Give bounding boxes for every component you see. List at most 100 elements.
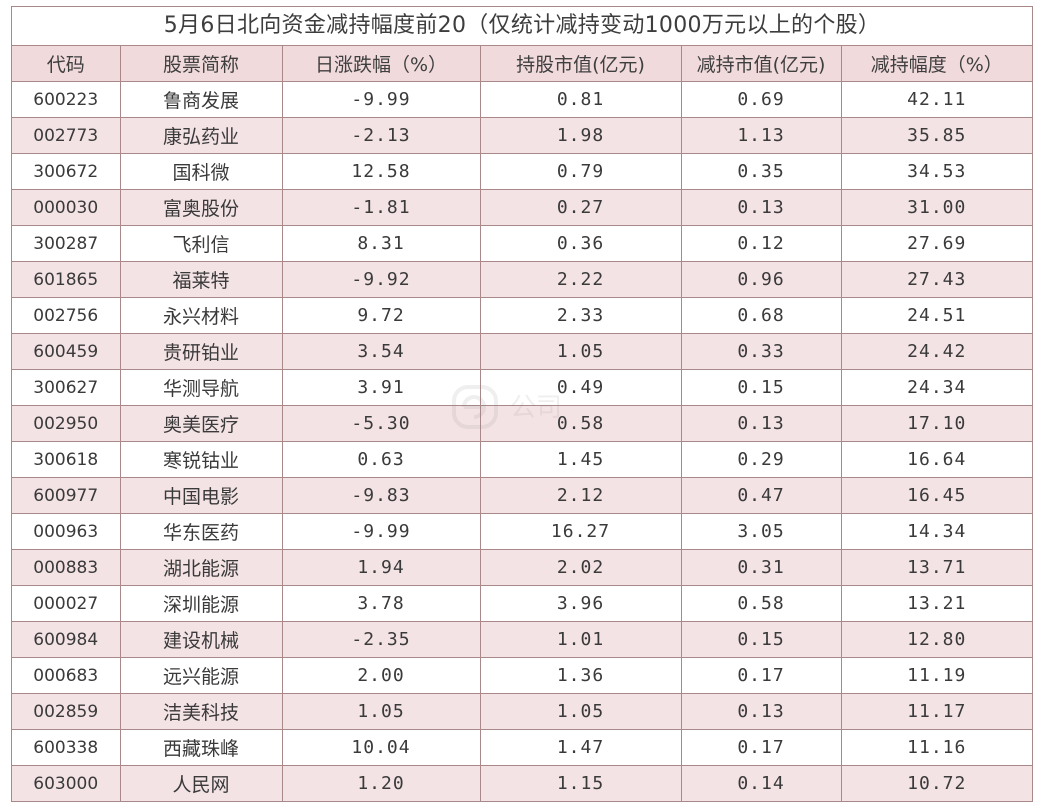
cell-ratio: 11.16 — [841, 729, 1032, 766]
cell-change: 12.58 — [282, 153, 481, 190]
cell-reduced: 0.13 — [681, 189, 842, 226]
cell-holding: 1.36 — [480, 657, 682, 694]
cell-name: 西藏珠峰 — [120, 729, 283, 766]
table-row: 300627 华测导航 3.91 0.49 0.15 24.34 — [12, 369, 1032, 406]
cell-ratio: 11.19 — [841, 657, 1032, 694]
cell-change: -9.83 — [282, 477, 481, 514]
cell-ratio: 14.34 — [841, 513, 1032, 550]
table-row: 000027 深圳能源 3.78 3.96 0.58 13.21 — [12, 585, 1032, 622]
cell-code: 000683 — [12, 657, 121, 694]
cell-change: -9.92 — [282, 261, 481, 298]
cell-code: 000030 — [12, 189, 121, 226]
cell-ratio: 13.21 — [841, 585, 1032, 622]
cell-reduced: 0.58 — [681, 585, 842, 622]
cell-holding: 0.81 — [480, 81, 682, 118]
table-row: 000883 湖北能源 1.94 2.02 0.31 13.71 — [12, 549, 1032, 586]
cell-ratio: 27.43 — [841, 261, 1032, 298]
cell-reduced: 0.13 — [681, 405, 842, 442]
table-row: 000683 远兴能源 2.00 1.36 0.17 11.19 — [12, 657, 1032, 694]
cell-code: 600223 — [12, 81, 121, 118]
cell-reduced: 0.15 — [681, 369, 842, 406]
cell-holding: 2.33 — [480, 297, 682, 334]
col-header-holding: 持股市值(亿元) — [480, 46, 682, 82]
cell-code: 000883 — [12, 549, 121, 586]
cell-change: 3.78 — [282, 585, 481, 622]
cell-code: 300672 — [12, 153, 121, 190]
cell-reduced: 0.29 — [681, 441, 842, 478]
cell-change: -5.30 — [282, 405, 481, 442]
cell-code: 600459 — [12, 333, 121, 370]
cell-holding: 0.58 — [480, 405, 682, 442]
cell-reduced: 0.13 — [681, 693, 842, 730]
table-header-row: 代码 股票简称 日涨跌幅（%） 持股市值(亿元) 减持市值(亿元) 减持幅度（%… — [12, 46, 1032, 82]
cell-holding: 1.47 — [480, 729, 682, 766]
cell-change: 0.63 — [282, 441, 481, 478]
cell-reduced: 0.17 — [681, 729, 842, 766]
cell-change: -9.99 — [282, 81, 481, 118]
table-row: 600223 鲁商发展 -9.99 0.81 0.69 42.11 — [12, 81, 1032, 118]
cell-code: 002756 — [12, 297, 121, 334]
cell-change: 1.20 — [282, 765, 481, 802]
cell-name: 福莱特 — [120, 261, 283, 298]
page-title: 5月6日北向资金减持幅度前20（仅统计减持变动1000万元以上的个股） — [12, 7, 1032, 46]
col-header-change: 日涨跌幅（%） — [282, 46, 481, 82]
cell-change: 3.91 — [282, 369, 481, 406]
cell-name: 华东医药 — [120, 513, 283, 550]
cell-change: -9.99 — [282, 513, 481, 550]
cell-code: 002773 — [12, 117, 121, 154]
cell-change: 2.00 — [282, 657, 481, 694]
cell-change: 3.54 — [282, 333, 481, 370]
cell-holding: 0.79 — [480, 153, 682, 190]
cell-holding: 2.22 — [480, 261, 682, 298]
cell-name: 深圳能源 — [120, 585, 283, 622]
cell-reduced: 0.33 — [681, 333, 842, 370]
cell-name: 华测导航 — [120, 369, 283, 406]
cell-name: 康弘药业 — [120, 117, 283, 154]
cell-name: 飞利信 — [120, 225, 283, 262]
table-body: 600223 鲁商发展 -9.99 0.81 0.69 42.11 002773 康弘药业 -2… — [12, 81, 1032, 802]
cell-name: 人民网 — [120, 765, 283, 802]
cell-change: -2.13 — [282, 117, 481, 154]
cell-reduced: 0.12 — [681, 225, 842, 262]
cell-ratio: 31.00 — [841, 189, 1032, 226]
table-row: 300618 寒锐钴业 0.63 1.45 0.29 16.64 — [12, 441, 1032, 478]
table-frame: 5月6日北向资金减持幅度前20（仅统计减持变动1000万元以上的个股） 代码 股… — [11, 6, 1033, 802]
cell-name: 洁美科技 — [120, 693, 283, 730]
cell-code: 300627 — [12, 369, 121, 406]
cell-holding: 16.27 — [480, 513, 682, 550]
cell-code: 300287 — [12, 225, 121, 262]
cell-code: 600338 — [12, 729, 121, 766]
cell-reduced: 0.35 — [681, 153, 842, 190]
table-row: 601865 福莱特 -9.92 2.22 0.96 27.43 — [12, 261, 1032, 298]
cell-name: 中国电影 — [120, 477, 283, 514]
table-row: 300672 国科微 12.58 0.79 0.35 34.53 — [12, 153, 1032, 190]
cell-ratio: 34.53 — [841, 153, 1032, 190]
cell-name: 寒锐钴业 — [120, 441, 283, 478]
cell-code: 000963 — [12, 513, 121, 550]
cell-ratio: 11.17 — [841, 693, 1032, 730]
cell-reduced: 0.17 — [681, 657, 842, 694]
col-header-reduced: 减持市值(亿元) — [681, 46, 842, 82]
cell-holding: 1.15 — [480, 765, 682, 802]
cell-holding: 2.02 — [480, 549, 682, 586]
cell-ratio: 16.45 — [841, 477, 1032, 514]
col-header-name: 股票简称 — [120, 46, 283, 82]
cell-change: -2.35 — [282, 621, 481, 658]
cell-ratio: 42.11 — [841, 81, 1032, 118]
cell-code: 601865 — [12, 261, 121, 298]
cell-name: 远兴能源 — [120, 657, 283, 694]
cell-ratio: 12.80 — [841, 621, 1032, 658]
cell-name: 鲁商发展 — [120, 81, 283, 118]
cell-name: 永兴材料 — [120, 297, 283, 334]
table-row: 002773 康弘药业 -2.13 1.98 1.13 35.85 — [12, 117, 1032, 154]
cell-reduced: 0.14 — [681, 765, 842, 802]
cell-name: 富奥股份 — [120, 189, 283, 226]
cell-ratio: 24.51 — [841, 297, 1032, 334]
cell-holding: 0.36 — [480, 225, 682, 262]
cell-holding: 1.05 — [480, 693, 682, 730]
cell-code: 603000 — [12, 765, 121, 802]
cell-holding: 1.01 — [480, 621, 682, 658]
cell-change: 10.04 — [282, 729, 481, 766]
table-row: 000030 富奥股份 -1.81 0.27 0.13 31.00 — [12, 189, 1032, 226]
cell-name: 贵研铂业 — [120, 333, 283, 370]
